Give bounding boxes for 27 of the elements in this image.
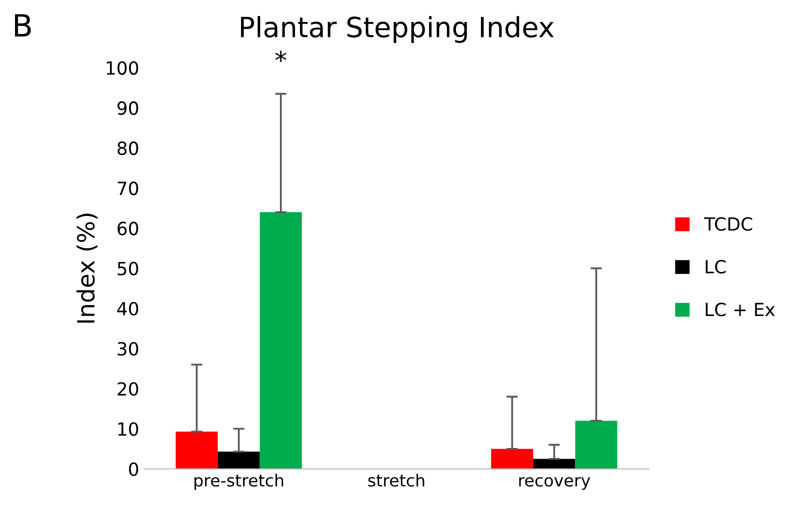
x-tick-label: stretch — [368, 474, 424, 487]
y-tick-label: 80 — [118, 141, 138, 156]
bar — [575, 420, 618, 469]
bar — [176, 432, 218, 469]
legend-label: TCDC — [704, 217, 752, 231]
legend-label: LC — [706, 260, 726, 274]
y-tick-label: 100 — [106, 61, 138, 75]
bar — [491, 448, 534, 469]
x-tick-label: pre-stretch — [194, 474, 284, 490]
y-tick-label: 90 — [117, 101, 138, 115]
y-tick-label: 70 — [118, 182, 138, 196]
y-tick-label: 30 — [118, 342, 138, 356]
y-tick-label: 0 — [129, 462, 138, 476]
y-tick-label: 50 — [118, 262, 138, 276]
chart-title: Plantar Stepping Index — [241, 16, 554, 43]
y-tick-label: 20 — [118, 382, 138, 396]
y-tick-label: 40 — [117, 302, 138, 316]
text: * — [275, 50, 286, 62]
bar — [218, 452, 260, 469]
text: B — [15, 14, 31, 36]
x-tick-label: recovery — [519, 477, 590, 490]
y-axis-title: Index (%) — [76, 214, 98, 323]
y-tick-label: 60 — [118, 222, 138, 236]
bar — [533, 458, 576, 469]
y-tick-label: 10 — [118, 422, 138, 436]
legend-label: LC + Ex — [706, 302, 775, 316]
bar — [260, 212, 302, 469]
